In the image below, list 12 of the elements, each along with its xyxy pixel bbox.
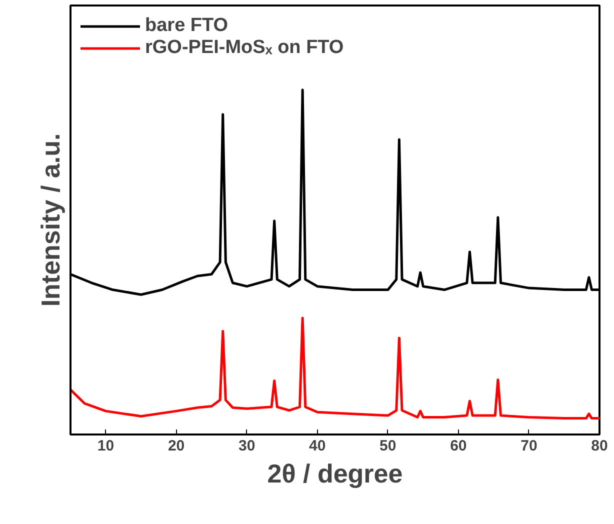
x-tick-label: 60 [450, 438, 467, 454]
legend-label: bare FTO [145, 15, 228, 37]
x-tick-label: 50 [380, 438, 396, 454]
x-tick-label: 30 [238, 438, 256, 454]
x-tick-label: 10 [97, 438, 114, 454]
x-tick-label: 40 [309, 438, 326, 454]
x-tick-label: 80 [591, 438, 608, 454]
x-tick-label: 20 [168, 438, 185, 454]
y-axis-title: Intensity / a.u. [36, 133, 66, 307]
x-tick-label: 70 [520, 438, 538, 454]
x-axis-title: 2θ / degree [267, 458, 403, 488]
legend-label: rGO-PEI-MoSₓ on FTO [145, 37, 344, 59]
